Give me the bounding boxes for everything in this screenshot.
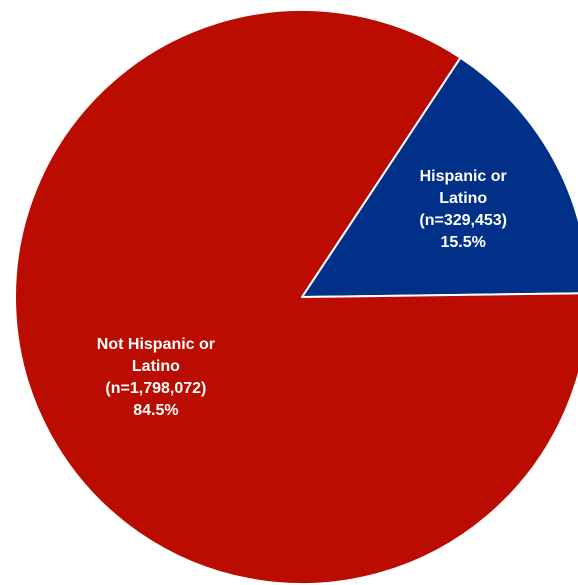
pie-slice-hispanic-or-latino <box>301 56 578 298</box>
slice-label-line: Latino <box>132 358 180 375</box>
slice-label-line: Latino <box>439 190 487 207</box>
slice-label-line: (n=1,798,072) <box>105 380 206 397</box>
pie-slice-not-hispanic-or-latino <box>14 8 578 585</box>
slice-label-not-hispanic-or-latino: Not Hispanic or Latino (n=1,798,072) 84.5% <box>97 336 215 419</box>
pie-labels: Hispanic or Latino (n=329,453) 15.5% Not His… <box>97 168 507 419</box>
slice-label-line: (n=329,453) <box>419 212 507 229</box>
slice-label-hispanic-or-latino: Hispanic or Latino (n=329,453) 15.5% <box>419 168 507 251</box>
slice-label-line: Not Hispanic or <box>97 336 215 353</box>
slice-label-line: 15.5% <box>441 234 486 251</box>
slice-label-line: Hispanic or <box>420 168 507 185</box>
slice-label-line: 84.5% <box>133 402 178 419</box>
pie-slices <box>14 8 578 585</box>
